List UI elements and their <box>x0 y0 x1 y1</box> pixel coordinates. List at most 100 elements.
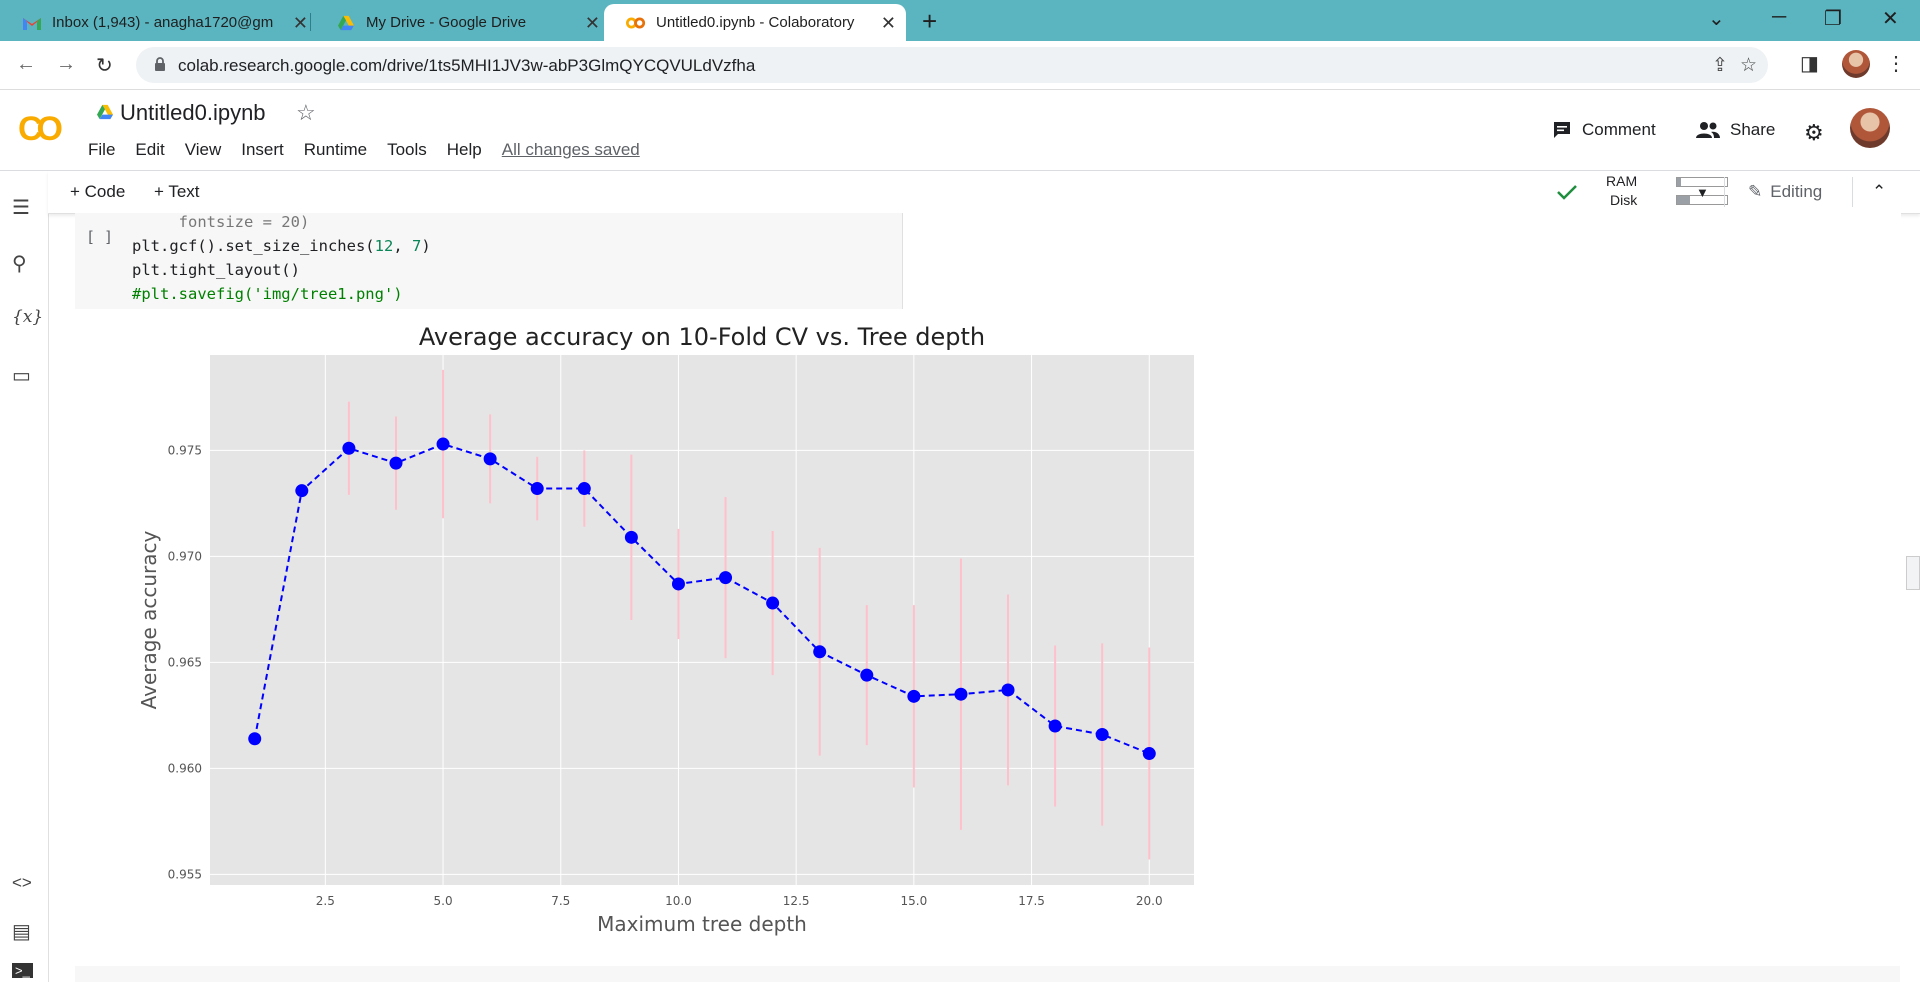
back-icon[interactable]: ← <box>16 53 36 75</box>
close-icon[interactable]: ✕ <box>292 13 308 33</box>
bookmark-star-icon[interactable]: ☆ <box>1740 55 1758 76</box>
people-icon <box>1696 122 1720 138</box>
drive-icon[interactable] <box>96 104 114 120</box>
add-code-button[interactable]: + Code <box>70 182 126 201</box>
terminal-icon[interactable]: >_ <box>12 963 33 978</box>
data-point <box>813 645 827 659</box>
address-bar: ← → ↻ colab.research.google.com/drive/1t… <box>0 41 1920 90</box>
tab-title: Inbox (1,943) - anagha1720@gm <box>52 14 274 31</box>
menu-tools[interactable]: Tools <box>387 140 427 159</box>
y-axis-label: Average accuracy <box>137 530 161 709</box>
menu-edit[interactable]: Edit <box>135 140 165 159</box>
menu-file[interactable]: File <box>88 140 116 159</box>
data-point <box>954 687 968 701</box>
menu-view[interactable]: View <box>184 140 222 159</box>
data-point <box>436 437 450 451</box>
tab-gmail[interactable]: Inbox (1,943) - anagha1720@gm ✕ <box>0 4 318 41</box>
comment-button[interactable]: Comment <box>1552 120 1656 140</box>
data-point <box>766 596 780 610</box>
side-panel-icon[interactable]: ◨ <box>1800 53 1819 75</box>
forward-icon[interactable]: → <box>56 53 76 75</box>
x-tick-label: 2.5 <box>316 894 335 908</box>
editing-mode-button[interactable]: ✎ Editing <box>1748 182 1822 202</box>
close-icon[interactable]: ✕ <box>584 13 600 33</box>
divider <box>1724 177 1725 207</box>
series-line <box>253 442 1150 755</box>
y-tick-label: 0.960 <box>168 761 202 775</box>
data-point <box>483 452 497 466</box>
data-point <box>248 732 262 746</box>
next-cell[interactable] <box>75 966 1900 982</box>
data-point <box>1048 719 1062 733</box>
menu-insert[interactable]: Insert <box>241 140 284 159</box>
ram-usage-bar <box>1676 177 1728 187</box>
code-line: #plt.savefig('img/tree1.png') <box>132 285 403 303</box>
x-tick-label: 12.5 <box>783 894 810 908</box>
new-tab-button[interactable]: + <box>922 6 938 36</box>
comment-icon <box>1554 122 1570 138</box>
x-tick-label: 5.0 <box>434 894 453 908</box>
notebook-title[interactable]: Untitled0.ipynb <box>120 100 266 125</box>
url-field[interactable]: colab.research.google.com/drive/1ts5MHI1… <box>136 47 1768 83</box>
tab-colab[interactable]: Untitled0.ipynb - Colaboratory ✕ <box>604 4 906 41</box>
menu-help[interactable]: Help <box>446 140 482 159</box>
menu-runtime[interactable]: Runtime <box>303 140 368 159</box>
collapse-header-icon[interactable]: ⌃ <box>1872 182 1887 201</box>
chart-title: Average accuracy on 10-Fold CV vs. Tree … <box>419 323 985 351</box>
notebook-toolbar: + Code + Text RAM Disk ▼ ✎ Editing ⌃ <box>48 171 1920 214</box>
tab-title: Untitled0.ipynb - Colaboratory <box>656 14 855 31</box>
resources-dropdown-icon[interactable]: ▼ <box>1696 185 1709 200</box>
close-icon[interactable]: ✕ <box>880 13 896 33</box>
share-button[interactable]: Share <box>1696 120 1775 140</box>
code-snippets-icon[interactable]: <> <box>12 873 32 892</box>
files-folder-icon[interactable]: ▭ <box>12 365 31 387</box>
url-text: colab.research.google.com/drive/1ts5MHI1… <box>178 56 756 75</box>
settings-gear-icon[interactable]: ⚙ <box>1804 120 1824 145</box>
y-tick-label: 0.975 <box>168 443 202 457</box>
scrollbar-thumb[interactable] <box>1906 556 1920 590</box>
accuracy-chart: 2.5 5.0 7.5 10.0 12.5 15.0 17.5 20.0 0.955 0.960 0… <box>137 323 1194 936</box>
share-label: Share <box>1730 120 1776 139</box>
x-tick-label: 17.5 <box>1018 894 1045 908</box>
tab-search-icon[interactable]: ⌄ <box>1708 8 1725 30</box>
share-page-icon[interactable]: ⇪ <box>1712 55 1728 76</box>
data-point <box>1095 727 1109 741</box>
x-axis-label: Maximum tree depth <box>597 912 807 936</box>
variables-icon[interactable]: {x} <box>12 307 44 327</box>
data-point <box>342 441 356 455</box>
divider <box>1852 177 1853 207</box>
x-tick-label: 15.0 <box>901 894 928 908</box>
pencil-icon: ✎ <box>1748 182 1763 201</box>
profile-avatar[interactable] <box>1842 50 1870 78</box>
data-point <box>719 571 733 585</box>
reload-icon[interactable]: ↻ <box>96 55 113 77</box>
table-of-contents-icon[interactable]: ☰ <box>12 197 30 219</box>
data-point <box>671 577 685 591</box>
comment-label: Comment <box>1582 120 1656 139</box>
star-icon[interactable]: ☆ <box>296 100 316 125</box>
window-close-icon[interactable]: ✕ <box>1882 8 1899 30</box>
tab-drive[interactable]: My Drive - Google Drive ✕ <box>314 4 610 41</box>
y-tick-label: 0.965 <box>168 655 202 669</box>
browser-tab-strip: Inbox (1,943) - anagha1720@gm ✕ My Drive… <box>0 0 1920 41</box>
account-avatar[interactable] <box>1850 108 1890 148</box>
cell-output-pane <box>902 213 1901 309</box>
run-cell-button[interactable]: [ ] <box>86 228 114 246</box>
save-status[interactable]: All changes saved <box>501 140 640 159</box>
minimize-icon[interactable]: ─ <box>1772 6 1787 28</box>
search-icon[interactable]: ⚲ <box>12 253 27 275</box>
data-point <box>530 482 544 496</box>
add-text-button[interactable]: + Text <box>154 182 200 201</box>
tab-separator <box>310 13 311 31</box>
y-tick-label: 0.970 <box>168 549 202 563</box>
browser-menu-icon[interactable]: ⋮ <box>1886 53 1906 75</box>
y-tick-label: 0.955 <box>168 867 202 881</box>
colab-logo[interactable]: CO <box>18 110 63 148</box>
plot-area <box>210 355 1194 885</box>
tab-title: My Drive - Google Drive <box>366 14 527 31</box>
restore-icon[interactable]: ❐ <box>1824 8 1842 30</box>
connected-check-icon <box>1557 185 1577 200</box>
code-line: plt.gcf().set_size_inches(12, 7) <box>132 237 431 255</box>
command-palette-icon[interactable]: ▤ <box>12 921 31 943</box>
code-editor[interactable]: fontsize = 20) plt.gcf().set_size_inches… <box>132 210 431 306</box>
